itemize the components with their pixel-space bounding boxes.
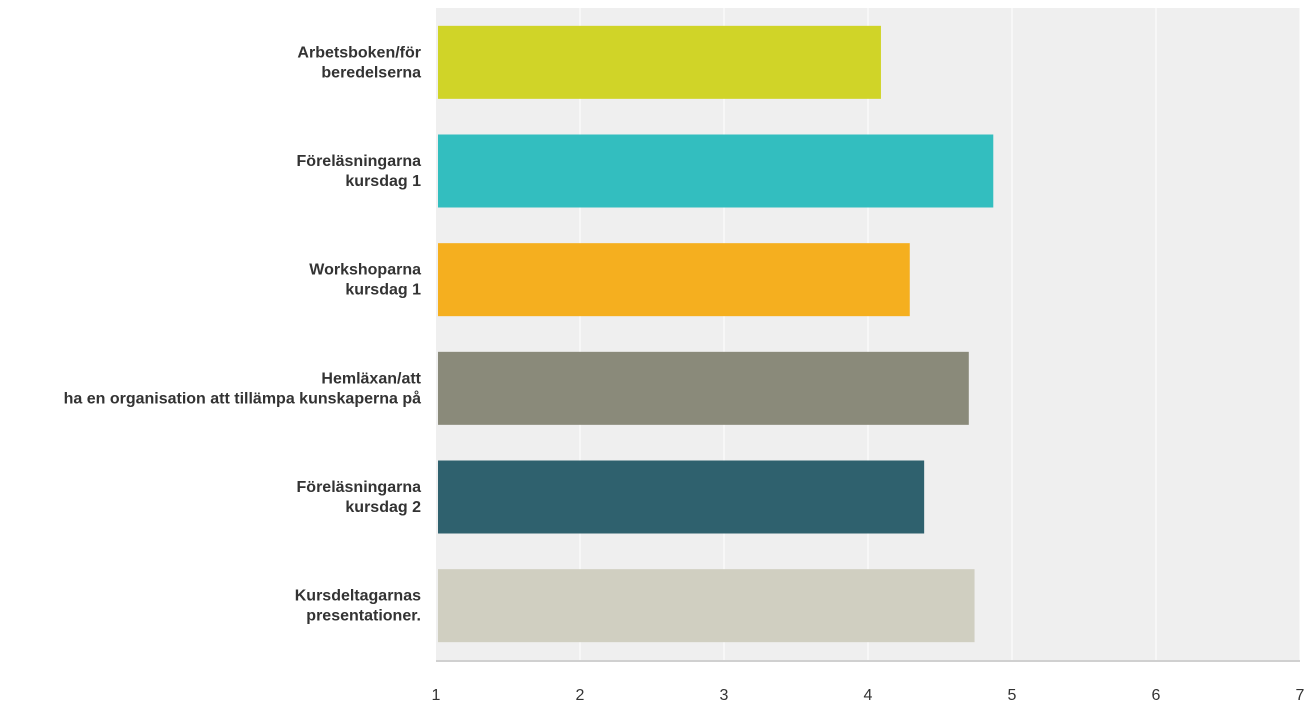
category-label: kursdag 1 (345, 173, 421, 190)
x-tick-label: 4 (864, 687, 873, 702)
bar (438, 460, 925, 534)
bar (438, 134, 994, 208)
category-labels: Arbetsboken/för beredelserna Föreläsningar… (64, 44, 422, 624)
category-label: kursdag 1 (345, 282, 421, 299)
x-tick-label: 1 (432, 687, 441, 702)
bar (438, 569, 975, 643)
category-label: Kursdeltagarnas (295, 588, 421, 605)
category-label: Workshoparna (309, 262, 421, 279)
category-label: beredelserna (321, 64, 421, 81)
x-tick-labels: 1 2 3 4 5 6 7 (432, 687, 1304, 702)
x-tick-label: 5 (1008, 687, 1017, 702)
x-tick-label: 6 (1152, 687, 1161, 702)
category-label: ha en organisation att tillämpa kunskape… (64, 389, 422, 407)
x-tick-label: 3 (720, 687, 729, 702)
category-label: Föreläsningarna (297, 153, 422, 170)
category-label: Föreläsningarna (297, 479, 422, 496)
bar (438, 351, 969, 425)
x-tick-label: 2 (576, 687, 585, 702)
bar (438, 25, 881, 99)
bar (438, 243, 910, 317)
category-label: presentationer. (306, 608, 421, 625)
gridlines (579, 8, 1301, 660)
category-label: kursdag 2 (345, 499, 421, 516)
bars (438, 25, 994, 643)
category-label: Arbetsboken/för (297, 44, 421, 61)
x-tick-label: 7 (1296, 687, 1304, 702)
category-label: Hemläxan/att (321, 370, 421, 387)
